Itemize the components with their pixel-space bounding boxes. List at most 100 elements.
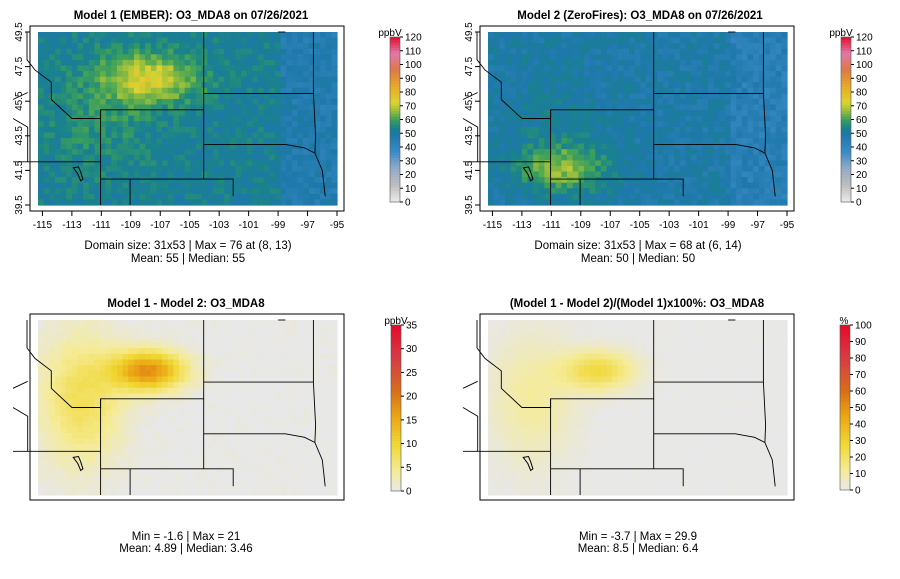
map-cell [308, 87, 316, 94]
map-cell [510, 115, 517, 122]
map-cell [258, 365, 265, 372]
map-cell [173, 82, 180, 89]
map-cell [533, 65, 540, 72]
map-cell [770, 104, 777, 111]
map-cell [741, 143, 749, 150]
map-cell [105, 104, 112, 111]
map-cell [195, 82, 203, 89]
map-cell [77, 353, 84, 361]
map-cell [49, 160, 56, 167]
map-cell [640, 87, 647, 94]
map-cell [83, 32, 90, 39]
map-cell [38, 171, 45, 178]
map-cell [583, 138, 591, 145]
map-cell [320, 393, 327, 400]
map-cell [122, 376, 129, 383]
map-cell [218, 336, 225, 344]
map-cell [595, 37, 602, 44]
map-cell [128, 154, 135, 161]
map-cell [753, 138, 760, 145]
map-cell [133, 65, 141, 72]
map-cell [201, 121, 208, 128]
map-cell [612, 93, 619, 100]
map-cell [538, 182, 546, 189]
map-cell [583, 193, 591, 201]
map-cell [758, 149, 766, 156]
map-cell [83, 353, 90, 361]
map-cell [241, 336, 248, 344]
map-cell [207, 348, 214, 355]
map-cell [741, 104, 749, 111]
map-cell [150, 455, 158, 462]
map-cell [229, 110, 237, 117]
map-cell [521, 59, 529, 67]
map-cell [94, 325, 101, 332]
legend-swatch [390, 158, 400, 162]
map-cell [184, 182, 191, 189]
map-cell [550, 143, 557, 150]
map-cell [504, 76, 512, 83]
map-cell [173, 359, 180, 366]
map-cell [578, 199, 585, 206]
map-cell [724, 126, 732, 134]
map-cell [713, 98, 720, 106]
map-cell [224, 76, 231, 83]
map-cell [291, 143, 299, 150]
map-cell [116, 98, 124, 106]
map-cell [764, 76, 771, 83]
map-cell [66, 336, 73, 344]
map-cell [252, 438, 259, 445]
map-cell [162, 336, 169, 344]
map-cell [71, 165, 79, 173]
map-cell [499, 177, 506, 184]
map-cell [145, 126, 152, 134]
map-cell [331, 325, 338, 332]
map-cell [184, 410, 191, 417]
map-cell [662, 71, 670, 78]
map-cell [49, 399, 56, 406]
map-cell [736, 177, 743, 184]
map-cell [634, 132, 641, 139]
map-cell [43, 342, 50, 349]
map-cell [38, 32, 45, 39]
map-cell [583, 115, 591, 122]
map-cell [218, 121, 225, 128]
map-cell [122, 193, 129, 201]
map-cell [145, 461, 152, 468]
map-cell [269, 65, 276, 72]
map-cell [555, 132, 562, 139]
map-cell [184, 415, 191, 423]
map-cell [201, 348, 208, 355]
map-cell [538, 65, 546, 72]
map-cell [88, 171, 96, 178]
map-cell [184, 82, 191, 89]
map-cell [156, 115, 163, 122]
map-cell [685, 199, 692, 206]
map-cell [212, 65, 220, 72]
map-cell [162, 387, 169, 394]
map-cell [331, 54, 338, 61]
map-cell [167, 82, 174, 89]
map-cell [320, 365, 327, 372]
map-cell [139, 432, 146, 440]
map-cell [572, 149, 579, 156]
map-cell [753, 82, 760, 89]
map-cell [66, 393, 73, 400]
map-cell [708, 98, 715, 106]
map-cell [252, 359, 259, 366]
map-cell [303, 182, 310, 189]
map-cell [179, 32, 186, 39]
map-cell [207, 466, 214, 474]
map-cell [544, 43, 551, 50]
map-cell [195, 193, 203, 201]
map-cell [207, 154, 214, 161]
map-cell [629, 59, 636, 67]
map-cell [43, 421, 50, 428]
map-cell [736, 182, 743, 189]
map-cell [325, 348, 332, 355]
map-cell [60, 43, 67, 50]
map-cell [308, 461, 316, 468]
map-cell [521, 143, 529, 150]
map-cell [269, 410, 276, 417]
